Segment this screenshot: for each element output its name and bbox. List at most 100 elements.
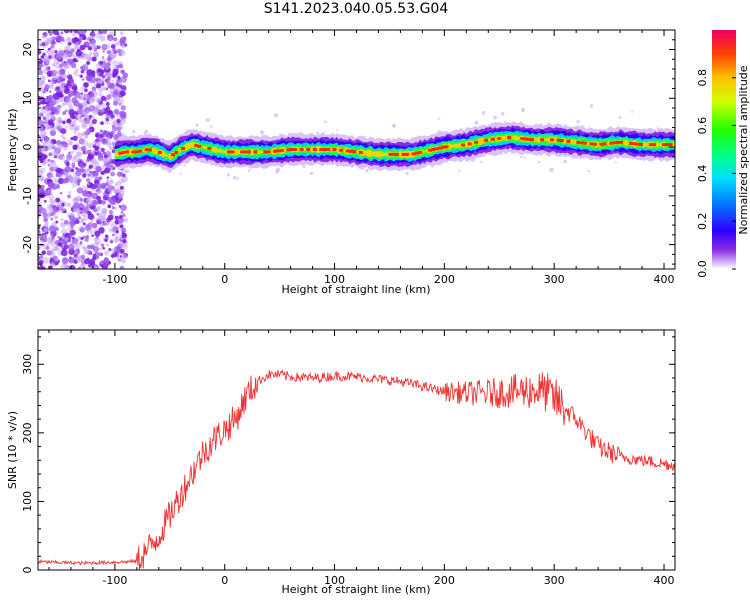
noise-dot	[99, 102, 106, 109]
noise-dot	[117, 76, 121, 80]
noise-dot	[62, 53, 69, 60]
noise-dot	[40, 207, 47, 214]
noise-dot	[63, 219, 69, 225]
scatter-dot	[195, 123, 199, 127]
top-y-tick-label: 0	[21, 144, 34, 151]
noise-dot	[84, 130, 90, 136]
peak-mark	[507, 135, 512, 139]
noise-dot	[102, 259, 109, 267]
noise-dot	[44, 118, 49, 123]
scatter-dot	[549, 167, 554, 172]
peak-mark	[138, 149, 143, 153]
noise-dot	[94, 107, 98, 112]
noise-dot	[111, 233, 115, 237]
noise-dot	[65, 88, 70, 92]
noise-dot	[83, 168, 91, 176]
noise-dot	[98, 92, 103, 97]
noise-dot	[115, 65, 120, 69]
peak-mark	[576, 140, 581, 144]
noise-dot	[51, 145, 56, 150]
peak-mark	[592, 142, 597, 146]
noise-dot	[81, 185, 86, 189]
noise-dot	[50, 212, 55, 217]
peak-mark	[306, 148, 311, 151]
noise-dot	[111, 114, 114, 118]
noise-dot	[118, 192, 124, 199]
bottom-y-tick-label: 300	[21, 354, 34, 375]
noise-dot	[60, 82, 65, 88]
noise-dot	[88, 259, 96, 266]
noise-dot	[113, 95, 121, 103]
peak-mark	[243, 150, 248, 154]
noise-dot	[96, 206, 101, 211]
peak-mark	[602, 142, 607, 146]
noise-dot	[68, 103, 74, 109]
noise-dot	[93, 81, 98, 86]
scatter-dot	[391, 123, 397, 128]
noise-dot	[101, 43, 108, 51]
noise-dot	[39, 112, 44, 117]
noise-dot	[98, 252, 103, 257]
noise-dot	[119, 215, 123, 219]
noise-dot	[95, 165, 102, 173]
noise-dot	[88, 159, 92, 163]
noise-dot	[52, 245, 59, 252]
noise-dot	[45, 66, 48, 69]
noise-dot	[108, 227, 114, 233]
noise-region	[38, 30, 129, 269]
noise-dot	[118, 63, 124, 69]
noise-dot	[42, 52, 46, 56]
peak-mark	[638, 143, 643, 147]
noise-dot	[58, 205, 66, 213]
noise-dot	[109, 52, 117, 60]
noise-dot	[40, 55, 45, 59]
peak-mark	[474, 140, 479, 144]
noise-dot	[44, 98, 49, 103]
peak-mark	[652, 143, 657, 147]
peak-mark	[461, 143, 466, 147]
noise-dot	[89, 230, 94, 234]
noise-dot	[65, 99, 73, 107]
noise-dot	[39, 157, 44, 162]
noise-dot	[86, 128, 90, 131]
peak-mark	[530, 138, 535, 142]
noise-dot	[40, 130, 47, 137]
noise-dot	[39, 44, 42, 47]
noise-dot	[109, 238, 114, 242]
noise-dot	[84, 237, 89, 242]
peak-mark	[246, 150, 251, 154]
noise-dot	[45, 209, 49, 213]
scatter-dot	[537, 160, 541, 164]
noise-dot	[68, 191, 72, 194]
bottom-x-tick-label: 200	[434, 574, 455, 587]
scatter-dot	[493, 115, 498, 120]
noise-dot	[38, 133, 40, 139]
noise-dot	[81, 78, 85, 81]
noise-dot	[65, 125, 69, 129]
noise-dot	[84, 258, 90, 265]
colorbar: 0.0 0.2 0.4 0.6 0.8 Normalized spectral ampl…	[696, 30, 750, 278]
noise-dot	[72, 135, 78, 141]
noise-dot	[71, 31, 77, 37]
noise-dot	[98, 247, 102, 251]
noise-dot	[66, 118, 72, 124]
peak-mark	[157, 150, 162, 154]
noise-dot	[44, 38, 51, 45]
noise-dot	[46, 30, 51, 33]
noise-dot	[76, 146, 81, 151]
noise-dot	[121, 78, 126, 83]
colorbar-tick-label: 0.0	[696, 260, 709, 278]
noise-dot	[107, 135, 111, 138]
peak-mark	[194, 144, 199, 148]
scatter-dot	[437, 117, 441, 120]
noise-dot	[49, 47, 56, 53]
peak-mark	[325, 148, 330, 151]
noise-dot	[44, 140, 49, 145]
noise-dot	[80, 263, 84, 268]
noise-dot	[63, 30, 70, 34]
noise-dot	[106, 94, 112, 100]
scatter-dot	[209, 125, 213, 128]
noise-dot	[106, 121, 110, 125]
noise-dot	[62, 143, 70, 151]
peak-mark	[405, 152, 410, 156]
